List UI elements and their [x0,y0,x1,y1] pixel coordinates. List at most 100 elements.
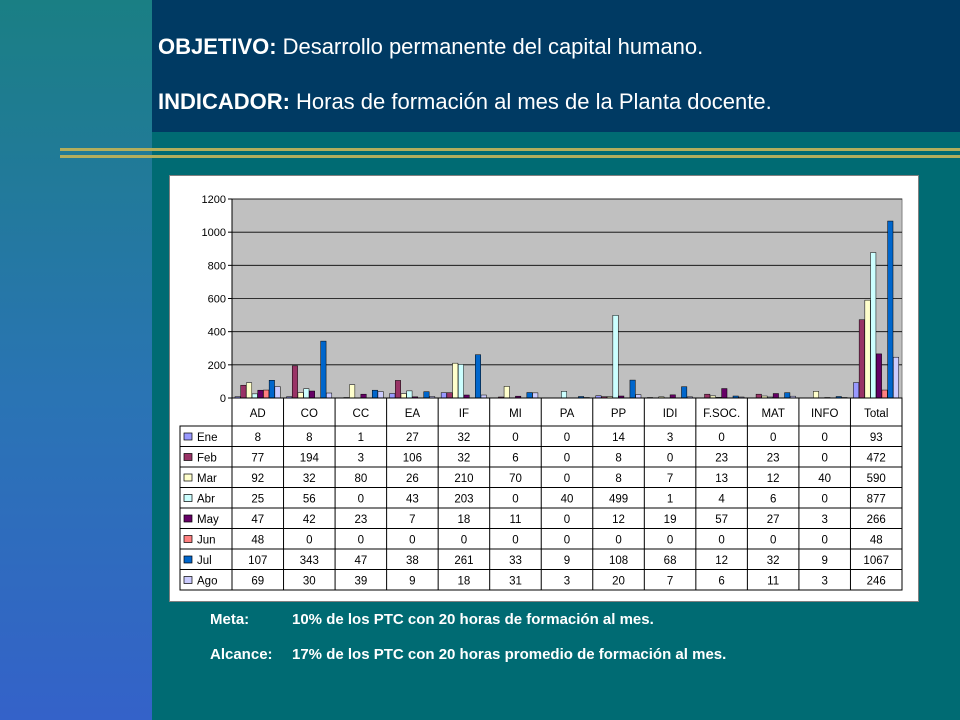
data-label: 0 [718,432,724,444]
data-label: 80 [354,473,367,485]
legend-label: Ene [197,432,217,444]
legend-key-mar [183,473,193,482]
legend-key-abr [183,494,193,502]
category-label: F.SOC. [703,408,740,420]
data-label: 0 [409,535,415,547]
data-label: 1 [667,494,673,506]
legend-label: Mar [197,473,217,485]
data-label: 25 [251,494,264,506]
data-label: 266 [867,514,886,526]
data-label: 40 [818,473,831,485]
data-label: 70 [509,473,522,485]
alcance-label: Alcance: [210,646,273,663]
data-label: 0 [821,535,827,547]
data-label: 23 [354,514,367,526]
data-label: 30 [303,576,316,588]
data-label: 47 [251,514,264,526]
data-label: 57 [715,514,728,526]
data-label: 77 [251,453,264,465]
bar-ene [853,382,860,399]
data-label: 1 [358,432,364,444]
data-label: 12 [612,514,625,526]
bar-ago [377,391,384,399]
legend-label: May [197,514,219,526]
alcance-text: 17% de los PTC con 20 horas promedio de … [292,646,727,663]
category-label: IF [459,408,469,420]
bar-ago [893,356,899,399]
bar-jul [371,389,378,399]
data-label: 499 [609,494,628,506]
data-label: 0 [667,535,673,547]
bar-may [257,389,264,399]
data-label: 27 [406,432,419,444]
data-label: 3 [821,514,827,526]
data-label: 43 [406,494,419,506]
data-label: 203 [454,494,473,506]
data-label: 48 [251,535,264,547]
bar-jun [881,389,888,399]
bar-feb [395,380,401,399]
data-label: 13 [715,473,728,485]
category-label: Total [864,408,888,420]
data-label: 0 [821,494,827,506]
bar-abr [303,388,310,399]
data-label: 3 [564,576,570,588]
data-label: 261 [454,555,473,567]
data-label: 8 [306,432,312,444]
data-label: 0 [564,473,570,485]
legend-label: Ago [197,576,217,588]
legend-key-ago [183,576,193,584]
data-label: 31 [509,576,522,588]
legend-label: Jul [197,555,212,567]
data-label: 40 [561,494,574,506]
legend-label: Jun [197,535,216,547]
data-label: 42 [303,514,316,526]
bar-abr [251,393,258,399]
bar-jul [475,354,481,399]
data-label: 0 [358,535,364,547]
legend-key-jul [183,555,193,564]
data-label: 194 [300,453,320,465]
legend-key-feb [183,453,193,461]
bar-mar [297,392,304,399]
data-label: 47 [354,555,367,567]
data-label: 23 [767,453,780,465]
data-label: 32 [458,432,471,444]
divider-line-top [60,148,960,151]
indicator-text: Horas de formación al mes de la Planta d… [296,89,772,114]
data-label: 0 [615,535,621,547]
category-label: PP [611,408,627,420]
data-label: 18 [458,576,471,588]
data-label: 0 [564,514,570,526]
bar-jul [268,380,275,399]
data-label: 38 [406,555,419,567]
category-label: IDI [663,408,678,420]
data-label: 11 [767,576,779,588]
indicator-label: INDICADOR: [158,89,290,114]
indicator-heading: INDICADOR: Horas de formación al mes de l… [158,89,772,115]
data-label: 14 [612,432,625,444]
data-label: 8 [255,432,261,444]
legend-key-ene [183,432,193,441]
bar-feb [446,392,453,399]
category-label: AD [250,408,266,420]
objective-label: OBJETIVO: [158,34,277,59]
bar-mar [813,391,819,399]
alcance-note: Alcance: 17% de los PTC con 20 horas prom… [210,646,726,663]
data-label: 23 [715,453,728,465]
data-label: 0 [821,453,827,465]
bar-mar [503,386,510,399]
data-label: 9 [564,555,570,567]
legend-key-may [183,514,193,523]
data-label: 108 [609,555,628,567]
chart-container: 0 200 400 600 800 1000 1200 AD CO CC EA IF MI PA PP IDI… [169,175,919,602]
data-label: 6 [512,453,518,465]
y-tick-label: 1000 [202,227,226,239]
data-label: 0 [512,535,518,547]
data-label: 4 [718,494,725,506]
data-label: 0 [306,535,312,547]
bar-jul [320,340,327,399]
bar-feb [291,365,298,399]
data-label: 1067 [863,555,889,567]
data-label: 27 [767,514,780,526]
